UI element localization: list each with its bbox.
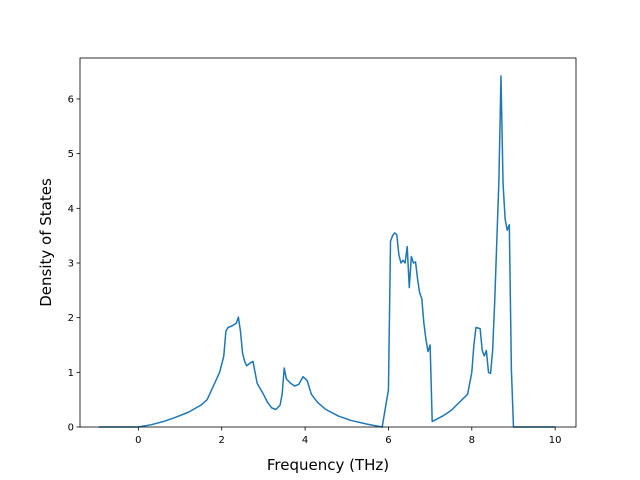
y-tick-label: 3 — [68, 259, 74, 270]
y-tick-label: 0 — [68, 423, 74, 434]
y-axis-label: Density of States — [37, 178, 55, 307]
y-tick-label: 4 — [68, 204, 74, 215]
x-tick-label: 4 — [302, 435, 308, 446]
x-tick-label: 0 — [135, 435, 141, 446]
x-tick-label: 6 — [385, 435, 391, 446]
y-tick-label: 5 — [68, 149, 74, 160]
y-tick-label: 6 — [68, 95, 74, 106]
data-layer — [98, 75, 556, 428]
x-tick-label: 10 — [549, 435, 562, 446]
dos-line — [98, 75, 556, 428]
plot-frame — [79, 57, 577, 428]
x-axis-label: Frequency (THz) — [267, 456, 389, 474]
ticks-layer: 0 2 4 6 8 10 0 1 2 3 4 5 6 — [68, 95, 562, 447]
y-tick-label: 2 — [68, 313, 74, 324]
x-tick-label: 2 — [219, 435, 225, 446]
y-tick-label: 1 — [68, 368, 74, 379]
x-tick-label: 8 — [469, 435, 475, 446]
